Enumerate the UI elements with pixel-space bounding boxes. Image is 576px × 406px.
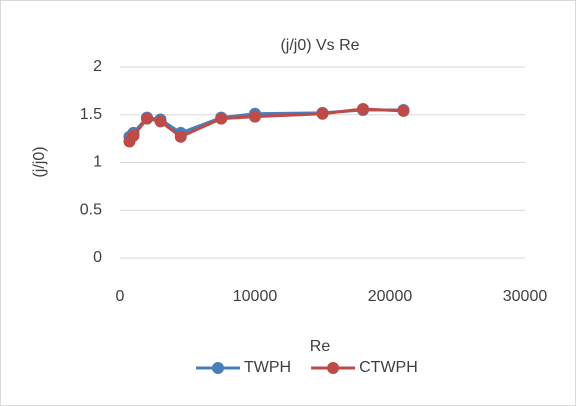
y-tick-label: 1.5 bbox=[80, 106, 102, 123]
data-point bbox=[154, 115, 167, 128]
chart-title: (j/j0) Vs Re bbox=[280, 37, 359, 54]
x-tick-label: 10000 bbox=[233, 288, 278, 305]
data-point bbox=[397, 104, 410, 117]
data-point bbox=[174, 130, 187, 143]
y-axis-label: (j/j0) bbox=[31, 146, 48, 177]
x-axis-label: Re bbox=[310, 338, 331, 355]
data-point bbox=[357, 103, 369, 116]
y-tick-label: 2 bbox=[93, 58, 102, 75]
series-line bbox=[128, 107, 404, 143]
x-tick-label: 0 bbox=[116, 288, 125, 305]
y-tick-label: 0 bbox=[93, 249, 102, 266]
legend-marker bbox=[327, 362, 340, 374]
data-point bbox=[316, 107, 329, 120]
data-point bbox=[249, 110, 261, 123]
x-tick-label: 20000 bbox=[368, 288, 413, 305]
legend-marker bbox=[212, 362, 224, 374]
x-tick-label: 30000 bbox=[503, 288, 548, 305]
y-tick-label: 0.5 bbox=[80, 201, 102, 218]
legend-label: CTWPH bbox=[359, 359, 418, 376]
y-tick-label: 1 bbox=[93, 154, 102, 171]
data-point bbox=[215, 112, 228, 125]
data-point bbox=[141, 112, 153, 125]
data-point bbox=[127, 129, 140, 142]
legend-label: TWPH bbox=[244, 359, 291, 376]
